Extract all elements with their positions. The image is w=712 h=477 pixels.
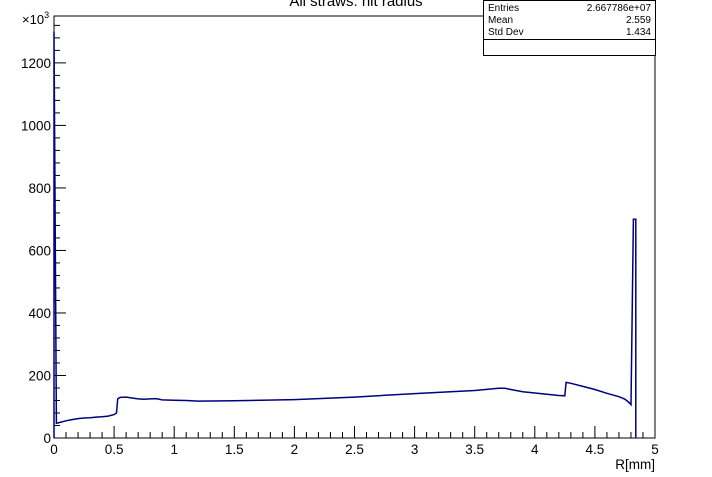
- stats-stddev-value: 1.434: [625, 27, 651, 38]
- x-axis-title: R[mm]: [615, 457, 655, 472]
- stats-mean-value: 2.559: [625, 15, 651, 26]
- x-tick-label: 0: [50, 442, 58, 457]
- x-tick-label: 5: [651, 442, 659, 457]
- chart-title: All straws: hit radius: [289, 0, 423, 10]
- stats-stddev-row: Std Dev 1.434: [484, 27, 655, 40]
- y-tick-label: 800: [28, 181, 51, 196]
- x-tick-label: 4: [531, 442, 539, 457]
- x-tick-label: 2.5: [345, 442, 364, 457]
- x-tick-label: 3.5: [465, 442, 484, 457]
- y-axis: 0 200 400 600 800 1000 1200: [21, 24, 66, 446]
- stats-mean-row: Mean 2.559: [488, 15, 651, 27]
- y-exponent-label: ×103: [22, 10, 49, 27]
- x-tick-label: 2: [291, 442, 299, 457]
- y-tick-label: 400: [28, 306, 51, 321]
- x-tick-label: 4.5: [586, 442, 605, 457]
- y-tick-label: 1000: [21, 118, 51, 133]
- histogram-line: [53, 31, 637, 438]
- plot-frame: [53, 15, 656, 439]
- stats-stddev-label: Std Dev: [488, 27, 524, 38]
- stats-entries-row: Entries 2.667786e+07: [488, 3, 651, 15]
- y-tick-label: 600: [28, 243, 51, 258]
- stats-entries-value: 2.667786e+07: [586, 3, 651, 14]
- x-tick-label: 0.5: [105, 442, 124, 457]
- y-tick-label: 0: [43, 431, 51, 446]
- x-tick-label: 1: [170, 442, 178, 457]
- stats-entries-label: Entries: [488, 3, 520, 14]
- y-tick-label: 1200: [21, 56, 51, 71]
- stats-mean-label: Mean: [488, 15, 514, 26]
- x-tick-label: 1.5: [225, 442, 244, 457]
- x-tick-label: 3: [411, 442, 419, 457]
- y-tick-label: 200: [28, 368, 51, 383]
- x-axis: 0 0.5 1 1.5 2 2.5 3 3.5 4 4.5 5: [50, 426, 659, 457]
- stats-box: Entries 2.667786e+07 Mean 2.559 Std Dev …: [483, 0, 656, 56]
